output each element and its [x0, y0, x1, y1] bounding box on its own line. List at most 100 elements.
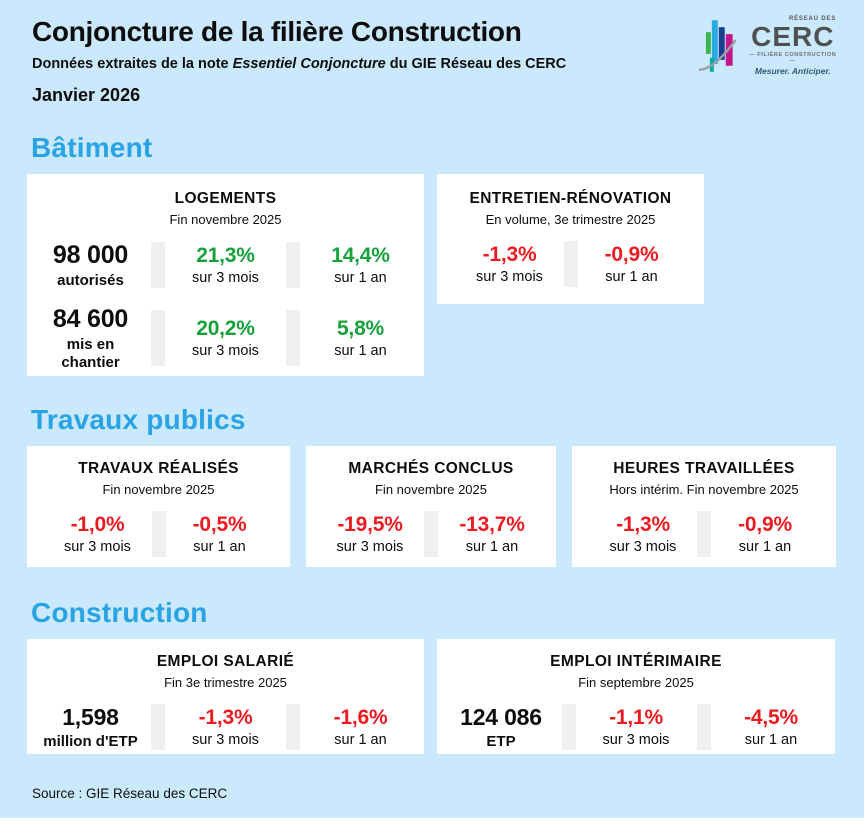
construction-cards-row: EMPLOI SALARIÉ Fin 3e trimestre 2025 1,5… — [27, 639, 864, 754]
card-subtitle: Fin novembre 2025 — [102, 482, 215, 497]
cerc-logo-mark-icon — [698, 20, 737, 72]
stat-3-mois: -1,3% sur 3 mois — [165, 706, 286, 749]
stat-label: million d'ETP — [43, 733, 138, 750]
stat-3-mois: -1,3% sur 3 mois — [456, 243, 564, 286]
card-stats: 1,598 million d'ETP -1,3% sur 3 mois -1,… — [27, 704, 424, 751]
card-title: TRAVAUX RÉALISÉS — [78, 460, 239, 477]
stat-3-mois: -19,5% sur 3 mois — [316, 513, 424, 556]
page-subtitle: Données extraites de la note Essentiel C… — [32, 56, 836, 72]
stat-1-an: 5,8% sur 1 an — [300, 317, 421, 360]
card-travaux-realises: TRAVAUX RÉALISÉS Fin novembre 2025 -1,0%… — [27, 446, 290, 567]
card-marches-conclus: MARCHÉS CONCLUS Fin novembre 2025 -19,5%… — [306, 446, 556, 567]
stat-label: sur 3 mois — [336, 538, 404, 555]
stat-3-mois: -1,3% sur 3 mois — [589, 513, 697, 556]
section-heading-travaux-publics: Travaux publics — [31, 404, 246, 435]
stat-value: -0,5% — [192, 512, 247, 536]
stat-label: sur 1 an — [334, 342, 387, 359]
stat-label: sur 1 an — [465, 538, 519, 555]
card-subtitle: Hors intérim. Fin novembre 2025 — [609, 482, 799, 497]
stat-1-an: -0,9% sur 1 an — [578, 243, 686, 286]
stat-value: -1,3% — [482, 242, 537, 266]
stat-effectif: 1,598 million d'ETP — [30, 704, 151, 750]
divider — [563, 241, 578, 287]
stat-label: sur 1 an — [605, 268, 658, 285]
stat-value: -1,0% — [70, 512, 125, 536]
stat-value: -19,5% — [337, 512, 403, 536]
header: Conjoncture de la filière Construction D… — [0, 0, 864, 106]
card-subtitle: Fin novembre 2025 — [374, 482, 487, 497]
bottom-strip — [0, 818, 864, 825]
stat-label: sur 3 mois — [476, 268, 543, 285]
card-entretien-renovation: ENTRETIEN-RÉNOVATION En volume, 3e trime… — [437, 174, 704, 304]
stat-label: sur 3 mois — [192, 342, 259, 359]
stat-value: 1,598 — [62, 704, 119, 730]
source-note: Source : GIE Réseau des CERC — [32, 786, 228, 801]
stat-value: 14,4% — [331, 243, 390, 267]
card-title: EMPLOI INTÉRIMAIRE — [550, 653, 722, 670]
card-subtitle: Fin septembre 2025 — [578, 675, 694, 690]
card-subtitle: Fin novembre 2025 — [169, 212, 282, 227]
stat-label: sur 3 mois — [192, 269, 259, 286]
divider — [286, 704, 300, 751]
section-heading-construction: Construction — [31, 597, 208, 628]
stat-label: sur 1 an — [193, 538, 246, 555]
stat-label: autorisés — [57, 272, 124, 289]
stat-label: sur 3 mois — [64, 538, 131, 555]
divider — [286, 242, 300, 289]
stat-label: ETP — [486, 733, 516, 750]
stat-label: sur 1 an — [744, 731, 798, 748]
cerc-logo-text: RÉSEAU DES CERC — FILIÈRE CONSTRUCTION —… — [746, 16, 840, 76]
divider — [697, 511, 711, 557]
stat-value: -0,9% — [738, 512, 792, 536]
divider — [151, 511, 166, 557]
entretien-stats: -1,3% sur 3 mois -0,9% sur 1 an — [437, 241, 704, 287]
logements-row-chantier: 84 600 mis en chantier 20,2% sur 3 mois … — [27, 305, 424, 371]
logo-cerc-label: CERC — [751, 21, 835, 53]
batiment-cards-row: LOGEMENTS Fin novembre 2025 98 000 autor… — [27, 174, 864, 376]
stat-value: 124 086 — [460, 704, 542, 730]
section-heading-batiment: Bâtiment — [31, 132, 153, 163]
stat-value: 21,3% — [196, 243, 255, 267]
cerc-logo: RÉSEAU DES CERC — FILIÈRE CONSTRUCTION —… — [698, 14, 840, 78]
card-stats: -1,3% sur 3 mois -0,9% sur 1 an — [572, 511, 836, 557]
stat-3-mois: -1,0% sur 3 mois — [44, 513, 152, 556]
stat-value: -1,1% — [609, 705, 663, 729]
travaux-publics-cards-row: TRAVAUX RÉALISÉS Fin novembre 2025 -1,0%… — [27, 446, 864, 567]
card-emploi-salarie: EMPLOI SALARIÉ Fin 3e trimestre 2025 1,5… — [27, 639, 424, 754]
card-subtitle: En volume, 3e trimestre 2025 — [485, 212, 656, 227]
card-title: EMPLOI SALARIÉ — [156, 653, 295, 670]
logo-filiere-label: — FILIÈRE CONSTRUCTION — — [749, 52, 837, 64]
stat-label: sur 3 mois — [609, 538, 677, 555]
stat-label: mis en chantier — [61, 336, 120, 371]
card-stats: -1,0% sur 3 mois -0,5% sur 1 an — [27, 511, 290, 557]
divider — [561, 704, 576, 751]
divider — [424, 511, 438, 557]
stat-value: -4,5% — [744, 705, 798, 729]
stat-effectif: 124 086 ETP — [441, 704, 562, 750]
divider — [151, 242, 165, 289]
stat-value: -0,9% — [604, 242, 659, 266]
stat-value: 84 600 — [52, 305, 129, 334]
edition-date: Janvier 2026 — [32, 85, 141, 105]
subtitle-prefix: Données extraites de la note — [32, 56, 233, 72]
stat-1-an: -0,5% sur 1 an — [166, 513, 274, 556]
stat-3-mois: -1,1% sur 3 mois — [576, 706, 697, 749]
stat-3-mois: 20,2% sur 3 mois — [165, 317, 286, 360]
stat-value: -1,3% — [198, 705, 253, 729]
card-heures-travaillees: HEURES TRAVAILLÉES Hors intérim. Fin nov… — [572, 446, 836, 567]
logo-network-label: RÉSEAU DES — [788, 16, 836, 23]
stat-autorises: 98 000 autorisés — [30, 241, 151, 289]
divider — [286, 310, 300, 366]
stat-1-an: -1,6% sur 1 an — [300, 706, 421, 749]
stat-value: -13,7% — [459, 512, 525, 536]
stat-1-an: -0,9% sur 1 an — [711, 513, 819, 556]
card-title: HEURES TRAVAILLÉES — [613, 460, 795, 477]
card-title: MARCHÉS CONCLUS — [348, 460, 514, 477]
stat-3-mois: 21,3% sur 3 mois — [165, 244, 286, 287]
stat-1-an: -4,5% sur 1 an — [711, 706, 832, 749]
stat-label: sur 1 an — [334, 269, 387, 286]
stat-1-an: 14,4% sur 1 an — [300, 244, 421, 287]
stat-value: 20,2% — [196, 316, 255, 340]
stat-1-an: -13,7% sur 1 an — [438, 513, 546, 556]
